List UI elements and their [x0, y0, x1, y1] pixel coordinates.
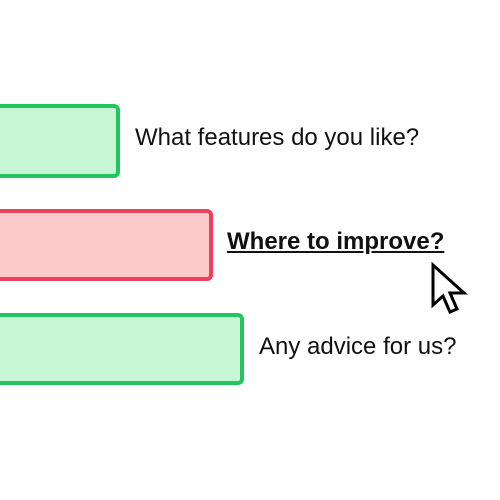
option-label-features[interactable]: What features do you like? [135, 124, 420, 151]
option-label-improve[interactable]: Where to improve? [227, 228, 445, 255]
option-label-advice[interactable]: Any advice for us? [259, 333, 457, 360]
arrow-pointer-icon [431, 262, 468, 314]
option-bar-improve[interactable] [0, 209, 213, 281]
option-bar-advice[interactable] [0, 313, 244, 385]
option-bar-features[interactable] [0, 104, 120, 178]
